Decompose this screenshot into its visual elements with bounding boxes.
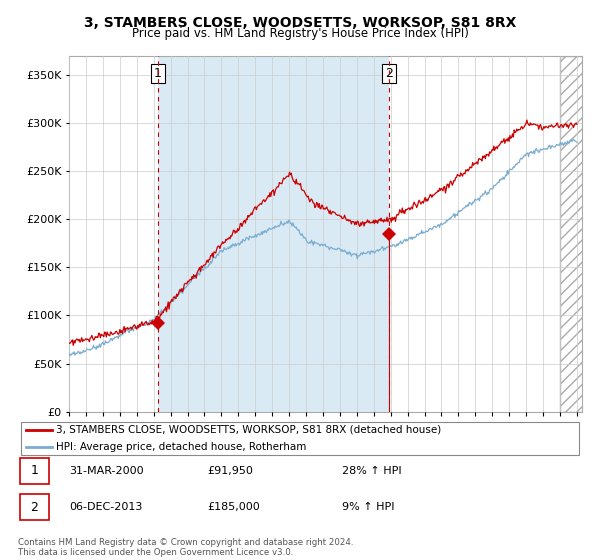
- FancyBboxPatch shape: [21, 422, 579, 455]
- Text: 06-DEC-2013: 06-DEC-2013: [69, 502, 142, 512]
- Text: 2: 2: [385, 67, 393, 80]
- Text: £91,950: £91,950: [207, 466, 253, 476]
- Bar: [158, 56, 389, 412]
- Text: 3, STAMBERS CLOSE, WOODSETTS, WORKSOP, S81 8RX (detached house): 3, STAMBERS CLOSE, WOODSETTS, WORKSOP, S…: [56, 425, 442, 435]
- Text: 3, STAMBERS CLOSE, WOODSETTS, WORKSOP, S81 8RX: 3, STAMBERS CLOSE, WOODSETTS, WORKSOP, S…: [84, 16, 516, 30]
- Text: £185,000: £185,000: [207, 502, 260, 512]
- FancyBboxPatch shape: [20, 458, 49, 484]
- Text: 1: 1: [31, 464, 38, 478]
- Text: HPI: Average price, detached house, Rotherham: HPI: Average price, detached house, Roth…: [56, 442, 307, 451]
- Text: 2: 2: [31, 501, 38, 514]
- FancyBboxPatch shape: [20, 494, 49, 520]
- Bar: [560, 56, 586, 412]
- Text: 1: 1: [154, 67, 162, 80]
- Text: Contains HM Land Registry data © Crown copyright and database right 2024.
This d: Contains HM Land Registry data © Crown c…: [18, 538, 353, 557]
- Text: 9% ↑ HPI: 9% ↑ HPI: [342, 502, 395, 512]
- Text: Price paid vs. HM Land Registry's House Price Index (HPI): Price paid vs. HM Land Registry's House …: [131, 27, 469, 40]
- Text: 31-MAR-2000: 31-MAR-2000: [69, 466, 143, 476]
- Text: 28% ↑ HPI: 28% ↑ HPI: [342, 466, 401, 476]
